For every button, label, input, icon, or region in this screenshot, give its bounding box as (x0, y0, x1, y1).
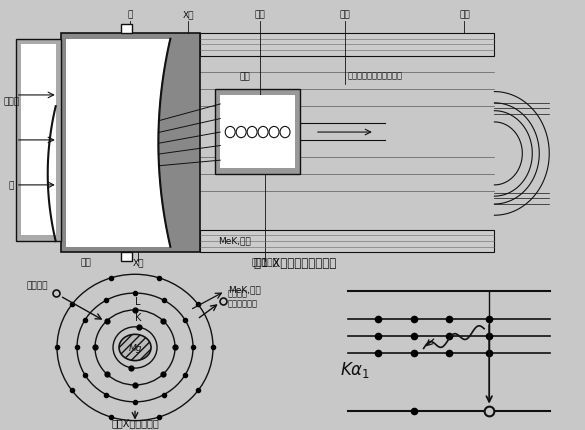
Text: 所以X射线的产生: 所以X射线的产生 (111, 417, 159, 427)
Text: L: L (135, 296, 141, 306)
Text: 金属聚焦罩: 金属聚焦罩 (252, 257, 278, 266)
Polygon shape (159, 40, 195, 247)
Ellipse shape (119, 335, 151, 361)
Polygon shape (121, 253, 132, 262)
Text: 铜: 铜 (128, 10, 133, 19)
Polygon shape (61, 34, 200, 253)
Text: 接灯丝变压器及高压电源: 接灯丝变压器及高压电源 (347, 71, 402, 80)
Text: 图1 X射线管剖面示意图: 图1 X射线管剖面示意图 (254, 257, 336, 270)
Polygon shape (21, 45, 56, 236)
Polygon shape (16, 40, 61, 242)
Text: MeK,光子: MeK,光子 (218, 236, 251, 245)
Text: 铍窗: 铍窗 (80, 257, 91, 266)
Text: 电子: 电子 (240, 72, 250, 81)
Text: X光: X光 (183, 10, 194, 19)
Polygon shape (200, 230, 494, 253)
Text: 真空: 真空 (254, 10, 266, 19)
Text: 玻璃: 玻璃 (459, 10, 470, 19)
Text: 二次电子
（真由电子）: 二次电子 （真由电子） (228, 289, 258, 308)
Polygon shape (121, 25, 132, 34)
Text: 入射电子: 入射电子 (26, 280, 48, 289)
Text: $K\alpha_1$: $K\alpha_1$ (340, 359, 370, 379)
Polygon shape (66, 40, 170, 247)
Polygon shape (215, 90, 300, 174)
Text: 钨丝: 钨丝 (339, 10, 350, 19)
Text: MeK,光子: MeK,光子 (228, 284, 261, 293)
Text: 靶: 靶 (9, 181, 14, 190)
Polygon shape (200, 34, 494, 56)
Text: X光: X光 (133, 257, 144, 266)
Text: Mg: Mg (128, 343, 142, 352)
Text: 冷却水: 冷却水 (4, 97, 20, 106)
Polygon shape (220, 96, 295, 169)
Polygon shape (494, 129, 517, 179)
Text: K: K (135, 313, 141, 322)
